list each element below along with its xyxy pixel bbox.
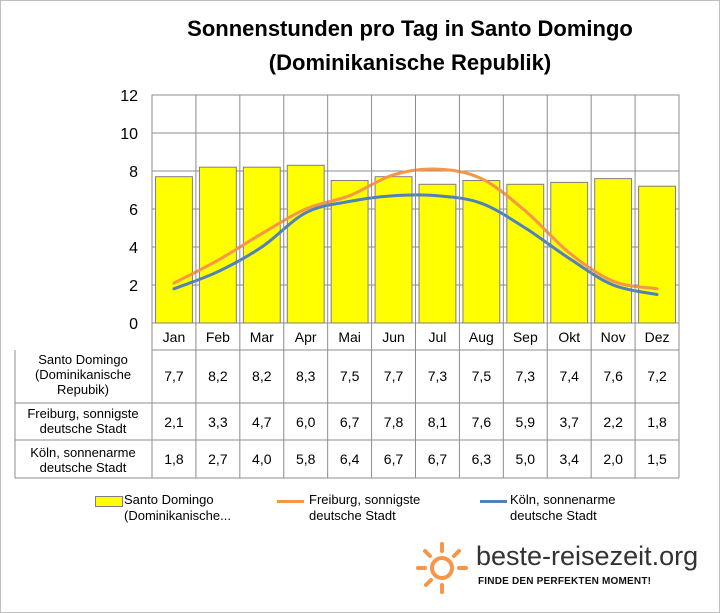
bar <box>506 183 545 324</box>
legend-item-koeln: Köln, sonnenarme deutsche Stadt <box>510 492 616 524</box>
data-label: 8,2 <box>208 368 228 384</box>
data-label: 7,2 <box>647 368 667 384</box>
row-label-line: Köln, sonnenarme <box>30 445 136 460</box>
legend-label-line: deutsche Stadt <box>309 508 396 523</box>
row-label-line: Repubik) <box>56 382 110 397</box>
table-row-label-freiburg: Freiburg, sonnigste deutsche Stadt <box>15 406 151 436</box>
data-label: 6,7 <box>384 451 404 467</box>
data-label: 6,3 <box>472 451 492 467</box>
x-tick-label: Apr <box>295 329 317 345</box>
bar <box>638 185 676 324</box>
data-label: 4,7 <box>252 414 272 430</box>
data-label: 5,9 <box>516 414 536 430</box>
y-tick-label: 10 <box>120 126 138 143</box>
bar <box>418 183 457 324</box>
row-label-line: Freiburg, sonnigste <box>27 406 139 421</box>
data-label: 8,2 <box>252 368 272 384</box>
y-tick-label: 0 <box>129 316 138 333</box>
chart-title: Sonnenstunden pro Tag in Santo Domingo <box>187 16 633 41</box>
data-label: 3,7 <box>559 414 579 430</box>
legend-label-line: (Dominikanische... <box>124 508 231 523</box>
data-label: 2,7 <box>208 451 228 467</box>
x-tick-label: Nov <box>601 329 626 345</box>
bar <box>550 181 589 324</box>
data-label: 5,0 <box>516 451 536 467</box>
chart-subtitle: (Dominikanische Republik) <box>268 50 552 75</box>
data-label: 7,6 <box>603 368 623 384</box>
legend-label-line: deutsche Stadt <box>510 508 597 523</box>
row-label-line: Santo Domingo <box>38 352 128 367</box>
logo-tagline: FINDE DEN PERFEKTEN MOMENT! <box>478 576 652 587</box>
data-label: 1,8 <box>164 451 184 467</box>
data-label: 8,3 <box>296 368 316 384</box>
data-label: 6,7 <box>428 451 448 467</box>
x-tick-label: Mar <box>250 329 274 345</box>
x-tick-label: Sep <box>513 329 538 345</box>
legend-item-santo-domingo: Santo Domingo (Dominikanische... <box>124 492 231 524</box>
data-label: 7,7 <box>384 368 404 384</box>
bar <box>594 178 633 324</box>
legend-item-freiburg: Freiburg, sonnigste deutsche Stadt <box>309 492 420 524</box>
y-tick-label: 4 <box>129 240 138 257</box>
y-tick-label: 2 <box>129 278 138 295</box>
data-label: 7,6 <box>472 414 492 430</box>
data-label: 2,2 <box>603 414 623 430</box>
y-tick-label: 6 <box>129 202 138 219</box>
legend-label-line: Santo Domingo <box>124 492 214 507</box>
legend-label-line: Freiburg, sonnigste <box>309 492 421 507</box>
data-label: 6,4 <box>340 451 360 467</box>
data-label: 1,5 <box>647 451 667 467</box>
legend-swatch-koeln <box>480 500 507 503</box>
table-row-label-koeln: Köln, sonnenarme deutsche Stadt <box>15 445 151 475</box>
data-label: 4,0 <box>252 451 272 467</box>
x-tick-label: Jun <box>382 329 405 345</box>
data-label: 7,8 <box>384 414 404 430</box>
data-label: 3,3 <box>208 414 228 430</box>
data-label: 6,0 <box>296 414 316 430</box>
x-tick-label: Jul <box>429 329 447 345</box>
data-label: 7,5 <box>340 368 360 384</box>
legend-swatch-freiburg <box>277 500 304 503</box>
data-label: 5,8 <box>296 451 316 467</box>
data-label: 2,0 <box>603 451 623 467</box>
sun-icon <box>416 542 468 594</box>
bar <box>242 166 281 324</box>
x-tick-label: Okt <box>558 329 580 345</box>
data-label: 6,7 <box>340 414 360 430</box>
y-tick-label: 12 <box>120 88 138 105</box>
row-label-line: (Dominikanische <box>34 367 132 382</box>
data-label: 7,5 <box>472 368 492 384</box>
x-tick-label: Dez <box>645 329 670 345</box>
row-label-line: deutsche Stadt <box>39 460 127 475</box>
x-tick-label: Feb <box>206 329 230 345</box>
table-row-label-santo-domingo: Santo Domingo (Dominikanische Repubik) <box>15 352 151 397</box>
x-tick-label: Aug <box>469 329 494 345</box>
legend-label-line: Köln, sonnenarme <box>510 492 616 507</box>
x-tick-label: Jan <box>163 329 186 345</box>
bar <box>198 166 237 324</box>
bar <box>155 176 193 324</box>
data-label: 8,1 <box>428 414 448 430</box>
data-label: 7,4 <box>559 368 579 384</box>
legend-swatch-santo-domingo <box>95 496 123 507</box>
data-label: 3,4 <box>559 451 579 467</box>
bar <box>286 164 325 324</box>
x-tick-label: Mai <box>338 329 361 345</box>
row-label-line: deutsche Stadt <box>39 421 127 436</box>
data-label: 7,3 <box>428 368 448 384</box>
y-tick-label: 8 <box>129 164 138 181</box>
logo-text: beste-reisezeit.org <box>476 541 699 571</box>
data-label: 7,7 <box>164 368 184 384</box>
data-label: 1,8 <box>647 414 667 430</box>
bar <box>374 176 413 324</box>
data-label: 7,3 <box>516 368 536 384</box>
data-label: 2,1 <box>164 414 184 430</box>
bar <box>462 180 501 324</box>
